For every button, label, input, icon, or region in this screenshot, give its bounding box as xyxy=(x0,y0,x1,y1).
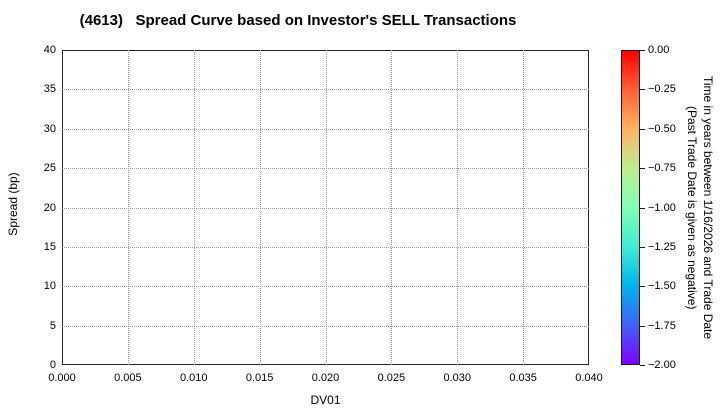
y-tick-label: 20 xyxy=(43,201,56,214)
y-tick-label: 5 xyxy=(49,319,56,332)
gridline-vertical xyxy=(259,50,261,365)
colorbar-title: Time in years between 1/16/2026 and Trad… xyxy=(676,50,716,365)
colorbar-tick-label: −2.00 xyxy=(648,359,676,371)
colorbar-title-line1: Time in years between 1/16/2026 and Trad… xyxy=(701,75,715,340)
colorbar-tick-mark xyxy=(640,365,645,366)
x-tick-label: 0.005 xyxy=(114,372,142,384)
gridline-vertical xyxy=(457,50,459,365)
colorbar-tick-label: −1.75 xyxy=(648,319,676,332)
x-tick-label: 0.035 xyxy=(509,372,537,384)
colorbar-tick-mark xyxy=(640,286,645,288)
y-tick-label: 10 xyxy=(43,280,56,293)
colorbar-tick-label: −1.00 xyxy=(648,201,676,214)
x-tick-label: 0.010 xyxy=(179,372,208,384)
y-tick-label: 35 xyxy=(43,83,56,96)
colorbar-tick-label: −1.50 xyxy=(648,280,676,293)
x-tick-label: 0.020 xyxy=(311,372,340,384)
x-tick-label: 0.000 xyxy=(48,372,76,384)
colorbar-tick-label: −0.25 xyxy=(648,83,676,96)
gridline-vertical xyxy=(523,50,525,365)
colorbar-tick-mark xyxy=(640,50,645,51)
colorbar-tick-mark xyxy=(640,246,645,248)
gridline-vertical xyxy=(391,50,393,365)
colorbar-tick-label: −0.50 xyxy=(648,122,676,135)
colorbar-tick-mark xyxy=(640,89,645,91)
colorbar-tick-label: −0.75 xyxy=(648,162,676,175)
colorbar-tick-mark xyxy=(640,325,645,327)
colorbar-tick-mark xyxy=(640,207,645,209)
y-tick-label: 25 xyxy=(43,162,56,175)
colorbar-tick-mark xyxy=(640,168,645,170)
colorbar-tick-label: 0.00 xyxy=(648,44,670,56)
x-tick-label: 0.030 xyxy=(443,372,472,384)
x-axis-title: DV01 xyxy=(310,393,341,407)
x-tick-label: 0.040 xyxy=(575,372,603,384)
gridline-vertical xyxy=(193,50,195,365)
y-tick-label: 30 xyxy=(43,122,56,135)
x-tick-label: 0.015 xyxy=(245,372,274,384)
gridline-vertical xyxy=(325,50,327,365)
colorbar-gradient xyxy=(621,50,640,365)
y-tick-label: 40 xyxy=(43,44,56,56)
x-tick-label: 0.025 xyxy=(377,372,406,384)
y-tick-label: 15 xyxy=(43,240,56,253)
colorbar-tick-mark xyxy=(640,128,645,130)
chart-title: (4613) Spread Curve based on Investor's … xyxy=(79,12,517,29)
colorbar-title-line2: (Past Trade Date is given as negative) xyxy=(685,105,699,310)
colorbar-tick-label: −1.25 xyxy=(648,240,676,253)
y-tick-label: 0 xyxy=(49,359,56,371)
gridline-vertical xyxy=(127,50,129,365)
